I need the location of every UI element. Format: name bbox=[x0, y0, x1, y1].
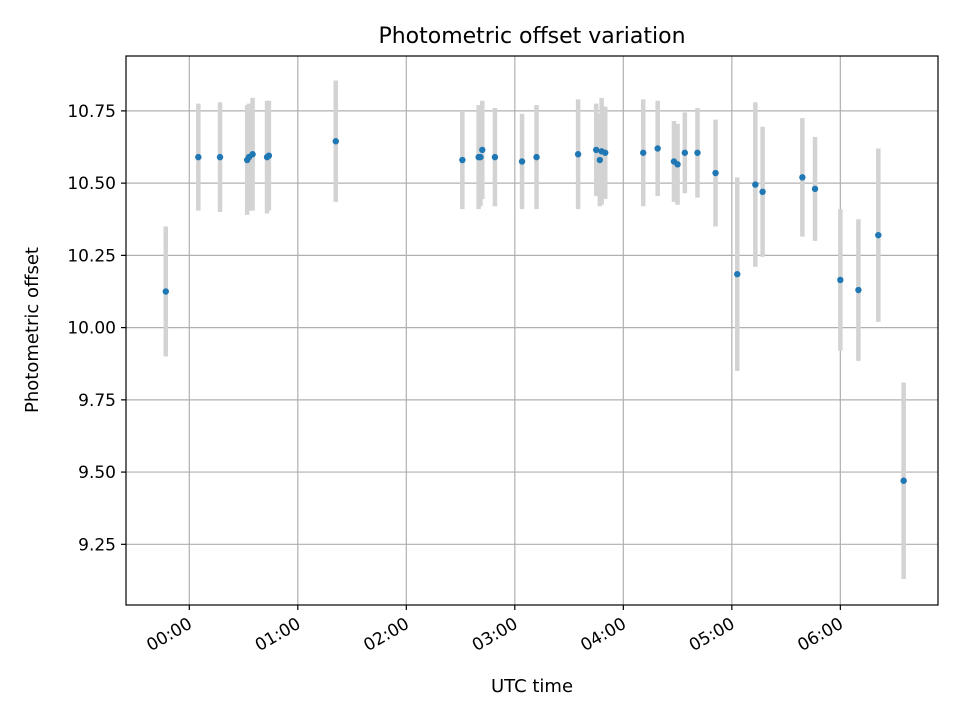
data-point bbox=[477, 153, 484, 161]
data-point bbox=[216, 153, 224, 161]
data-point bbox=[799, 174, 806, 181]
data-point bbox=[265, 152, 273, 159]
data-point bbox=[195, 153, 202, 161]
data-point bbox=[811, 185, 819, 193]
data-point bbox=[593, 146, 600, 154]
data-point bbox=[837, 276, 844, 284]
data-point bbox=[734, 270, 741, 278]
x-axis-label: UTC time bbox=[491, 676, 573, 697]
data-point bbox=[900, 477, 907, 484]
data-point bbox=[654, 145, 661, 152]
data-point bbox=[602, 149, 609, 156]
data-point bbox=[875, 231, 882, 239]
y-tick-label: 10.00 bbox=[67, 319, 116, 339]
data-point bbox=[533, 153, 540, 161]
data-point bbox=[855, 286, 862, 294]
data-point bbox=[459, 156, 466, 164]
data-point bbox=[479, 146, 486, 154]
y-tick-label: 9.25 bbox=[78, 535, 116, 555]
data-point bbox=[596, 156, 604, 164]
y-axis-label: Photometric offset bbox=[22, 247, 43, 413]
data-point bbox=[249, 151, 256, 158]
data-point bbox=[674, 161, 681, 168]
data-point bbox=[332, 138, 339, 145]
y-tick-label: 10.75 bbox=[67, 102, 116, 122]
data-point bbox=[162, 288, 169, 295]
y-tick-label: 9.75 bbox=[78, 391, 116, 411]
data-point bbox=[712, 169, 719, 177]
data-point bbox=[752, 181, 759, 188]
data-point bbox=[640, 149, 647, 156]
y-axis-ticks: 9.25 9.50 9.75 10.00 10.25 10.50 10.75 bbox=[67, 102, 126, 555]
plot-frame bbox=[125, 55, 939, 606]
y-tick-label: 10.50 bbox=[67, 174, 116, 194]
grid-lines bbox=[126, 56, 938, 605]
y-tick-label: 10.25 bbox=[67, 246, 116, 266]
data-point bbox=[491, 153, 499, 161]
data-point bbox=[694, 149, 701, 156]
chart-title: Photometric offset variation bbox=[378, 24, 685, 49]
y-tick-label: 9.50 bbox=[78, 463, 116, 483]
data-points bbox=[162, 138, 907, 484]
data-point bbox=[759, 188, 766, 196]
data-point bbox=[681, 149, 689, 156]
data-point bbox=[518, 158, 526, 165]
data-point bbox=[574, 151, 582, 158]
